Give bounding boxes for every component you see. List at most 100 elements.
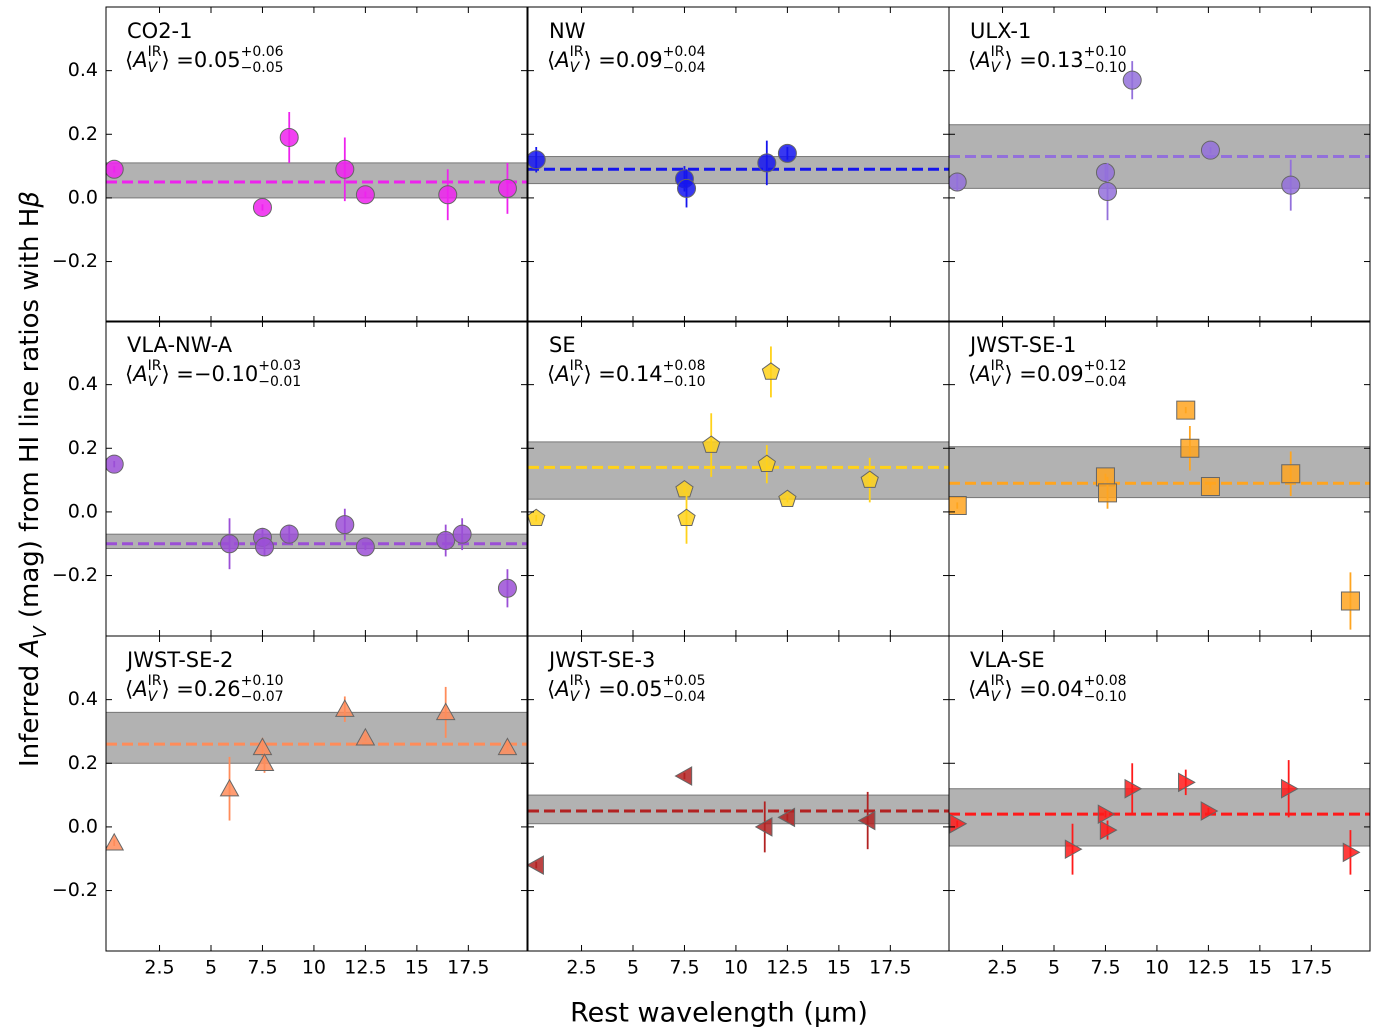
stat-err-plus: +0.08 bbox=[1084, 673, 1127, 689]
data-point bbox=[1342, 842, 1361, 863]
stat-sup: IR bbox=[570, 44, 584, 60]
data-point bbox=[497, 578, 517, 598]
data-point bbox=[1340, 591, 1360, 611]
data-point bbox=[1124, 778, 1143, 799]
stat-symbol: A bbox=[553, 362, 569, 386]
data-point bbox=[754, 817, 773, 837]
data-point bbox=[255, 537, 275, 557]
stat-bracket: ⟩ = bbox=[583, 48, 615, 72]
y-tick-label: −0.2 bbox=[52, 879, 98, 901]
x-tick-label: 5 bbox=[1048, 957, 1060, 979]
stat-err-plus: +0.12 bbox=[1084, 358, 1127, 374]
stat-sub: V bbox=[991, 689, 1002, 705]
x-tick-label: 5 bbox=[627, 957, 639, 979]
stat-symbol: A bbox=[974, 362, 990, 386]
data-point bbox=[252, 197, 272, 217]
stat-err-minus: −0.05 bbox=[241, 60, 284, 76]
y-tick-label: 0.2 bbox=[68, 752, 98, 774]
stat-bracket: ⟩ = bbox=[1004, 362, 1036, 386]
panel bbox=[106, 686, 527, 851]
stat-err-plus: +0.03 bbox=[258, 358, 301, 374]
data-point bbox=[1281, 464, 1301, 484]
stat-err-minus: −0.01 bbox=[258, 374, 301, 390]
y-label-part: Inferred bbox=[15, 657, 45, 767]
stat-sup: IR bbox=[148, 44, 162, 60]
panel bbox=[528, 140, 949, 208]
y-tick-label: −0.2 bbox=[52, 564, 98, 586]
data-point bbox=[335, 515, 355, 535]
stat-sub: V bbox=[570, 60, 581, 76]
data-point bbox=[528, 150, 546, 170]
stat-bracket: ⟩ = bbox=[161, 677, 193, 701]
stat-bracket: ⟨ bbox=[125, 48, 133, 72]
stat-mean: 0.04 bbox=[1037, 677, 1084, 701]
data-point bbox=[777, 807, 796, 828]
stat-symbol: A bbox=[974, 48, 990, 72]
data-point bbox=[949, 172, 967, 192]
data-point bbox=[436, 531, 456, 551]
y-tick-label: 0.0 bbox=[68, 815, 98, 837]
data-point bbox=[949, 496, 967, 516]
data-point bbox=[106, 454, 124, 474]
band bbox=[949, 446, 1370, 499]
data-point bbox=[497, 737, 518, 756]
x-tick-label: 7.5 bbox=[1090, 957, 1120, 979]
data-point bbox=[435, 702, 456, 721]
stat-symbol: A bbox=[131, 677, 147, 701]
x-tick-label: 15 bbox=[405, 957, 429, 979]
stat-bracket: ⟩ = bbox=[161, 48, 193, 72]
panel bbox=[528, 346, 949, 544]
data-point bbox=[106, 159, 124, 179]
data-point bbox=[1122, 70, 1142, 90]
data-point bbox=[1095, 162, 1115, 182]
data-point bbox=[219, 778, 240, 797]
y-tick-label: 0.4 bbox=[68, 373, 98, 395]
y-tick-label: 0.0 bbox=[68, 186, 98, 208]
stat-bracket: ⟨ bbox=[968, 362, 976, 386]
data-point bbox=[757, 454, 776, 472]
stat-err-minus: −0.04 bbox=[663, 689, 706, 705]
stat-sub: V bbox=[991, 374, 1002, 390]
data-point bbox=[677, 178, 697, 198]
data-point bbox=[857, 810, 876, 831]
data-point bbox=[1281, 175, 1301, 195]
stat-sub: V bbox=[570, 374, 581, 390]
stat-err-minus: −0.04 bbox=[1084, 374, 1127, 390]
x-tick-label: 2.5 bbox=[566, 957, 596, 979]
data-point bbox=[778, 489, 797, 507]
data-point bbox=[761, 362, 781, 380]
panel-title: SE bbox=[549, 333, 576, 357]
stat-sup: IR bbox=[991, 44, 1005, 60]
data-point bbox=[677, 508, 696, 527]
panel-title: JWST-SE-2 bbox=[125, 648, 233, 672]
data-point bbox=[702, 435, 721, 453]
stat-err-plus: +0.10 bbox=[1084, 44, 1127, 60]
stat-mean: −0.10 bbox=[194, 362, 258, 386]
x-tick-label: 10 bbox=[1145, 957, 1169, 979]
data-point bbox=[1064, 839, 1083, 860]
stat-bracket: ⟩ = bbox=[583, 677, 615, 701]
stat-sup: IR bbox=[991, 673, 1005, 689]
y-label-sub: V bbox=[30, 625, 51, 639]
stat-err-minus: −0.10 bbox=[1084, 689, 1127, 705]
data-point bbox=[252, 737, 273, 756]
y-tick-label: 0.2 bbox=[68, 437, 98, 459]
x-tick-label: 15 bbox=[1248, 957, 1272, 979]
panel-title: ULX-1 bbox=[970, 19, 1031, 43]
x-tick-label: 17.5 bbox=[1290, 957, 1332, 979]
data-point bbox=[777, 143, 797, 163]
stat-symbol: A bbox=[553, 48, 569, 72]
data-point bbox=[1280, 778, 1299, 799]
band bbox=[528, 794, 949, 825]
panel bbox=[949, 400, 1370, 630]
panel-frame bbox=[948, 6, 1371, 323]
stat-mean: 0.05 bbox=[616, 677, 663, 701]
panel-frame bbox=[105, 6, 528, 323]
y-tick-label: 0.0 bbox=[68, 500, 98, 522]
stat-err-plus: +0.05 bbox=[663, 673, 706, 689]
y-label-symbol: A bbox=[15, 639, 45, 659]
panel-frame bbox=[105, 635, 528, 952]
stat-err-plus: +0.10 bbox=[241, 673, 284, 689]
stat-sub: V bbox=[570, 689, 581, 705]
data-point bbox=[497, 178, 517, 198]
